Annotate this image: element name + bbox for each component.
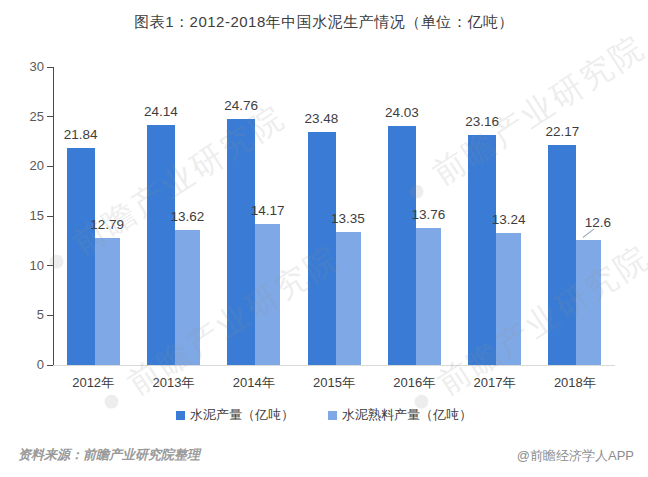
bar-value-label: 24.03	[370, 105, 434, 120]
x-axis-label: 2017年	[453, 374, 537, 392]
y-axis-tick	[47, 265, 53, 266]
y-axis-tick	[47, 315, 53, 316]
bar-cement-2013年[interactable]	[147, 125, 175, 365]
y-axis-tick	[47, 67, 53, 68]
x-axis-label: 2014年	[212, 374, 296, 392]
y-axis-tick-label: 30	[8, 59, 44, 74]
bar-cement-2014年[interactable]	[227, 119, 255, 365]
bar-value-label: 13.24	[477, 212, 541, 227]
x-axis-label: 2015年	[292, 374, 376, 392]
source-note: 资料来源：前瞻产业研究院整理	[18, 446, 200, 464]
y-axis-tick	[47, 216, 53, 217]
bar-cement-2015年[interactable]	[308, 132, 336, 365]
bar-clinker-2015年[interactable]	[336, 232, 361, 365]
legend-label-cement-output: 水泥产量（亿吨）	[190, 406, 294, 424]
bar-value-label: 21.84	[49, 127, 113, 142]
y-axis-tick-label: 20	[8, 158, 44, 173]
brand-note: @前瞻经济学人APP	[517, 447, 634, 465]
bar-clinker-2013年[interactable]	[175, 230, 200, 365]
bar-clinker-2012年[interactable]	[95, 238, 120, 365]
bar-clinker-2017年[interactable]	[496, 233, 521, 365]
y-axis-line	[53, 67, 54, 365]
legend-item-clinker-output[interactable]: 水泥熟料产量（亿吨）	[328, 406, 472, 424]
bar-value-label: 13.76	[396, 207, 460, 222]
legend-label-clinker-output: 水泥熟料产量（亿吨）	[342, 406, 472, 424]
y-axis-tick-label: 5	[8, 307, 44, 322]
bar-value-label: 12.6	[566, 215, 630, 230]
x-axis-line	[53, 365, 615, 366]
legend-swatch-clinker-output	[328, 411, 337, 420]
y-axis-tick	[47, 116, 53, 117]
x-axis-label: 2012年	[51, 374, 135, 392]
y-axis-tick	[47, 166, 53, 167]
bar-clinker-2014年[interactable]	[255, 224, 280, 365]
legend: 水泥产量（亿吨） 水泥熟料产量（亿吨）	[0, 406, 648, 424]
y-axis-tick-label: 25	[8, 109, 44, 124]
bar-value-label: 23.16	[450, 114, 514, 129]
bar-value-label: 13.62	[155, 209, 219, 224]
x-axis-label: 2013年	[131, 374, 215, 392]
bar-cement-2017年[interactable]	[468, 135, 496, 365]
x-axis-label: 2016年	[372, 374, 456, 392]
y-axis-tick-label: 0	[8, 357, 44, 372]
y-axis-tick-label: 10	[8, 258, 44, 273]
x-axis-label: 2018年	[533, 374, 617, 392]
bar-value-label: 14.17	[236, 203, 300, 218]
bar-cement-2018年[interactable]	[548, 145, 576, 365]
y-axis-tick-label: 15	[8, 208, 44, 223]
bar-value-label: 23.48	[290, 111, 354, 126]
bar-value-label: 13.35	[316, 211, 380, 226]
bar-clinker-2016年[interactable]	[416, 228, 441, 365]
bar-value-label: 24.14	[129, 104, 193, 119]
bar-clinker-2018年[interactable]	[576, 240, 601, 365]
chart-container: 图表1：2012-2018年中国水泥生产情况（单位：亿吨） ● 前瞻产业研究院●…	[0, 0, 648, 477]
bar-value-label: 12.79	[75, 217, 139, 232]
bar-value-label: 24.76	[209, 98, 273, 113]
bar-cement-2016年[interactable]	[388, 126, 416, 365]
legend-item-cement-output[interactable]: 水泥产量（亿吨）	[176, 406, 294, 424]
legend-swatch-cement-output	[176, 411, 185, 420]
bar-value-label: 22.17	[530, 124, 594, 139]
bar-cement-2012年[interactable]	[67, 148, 95, 365]
